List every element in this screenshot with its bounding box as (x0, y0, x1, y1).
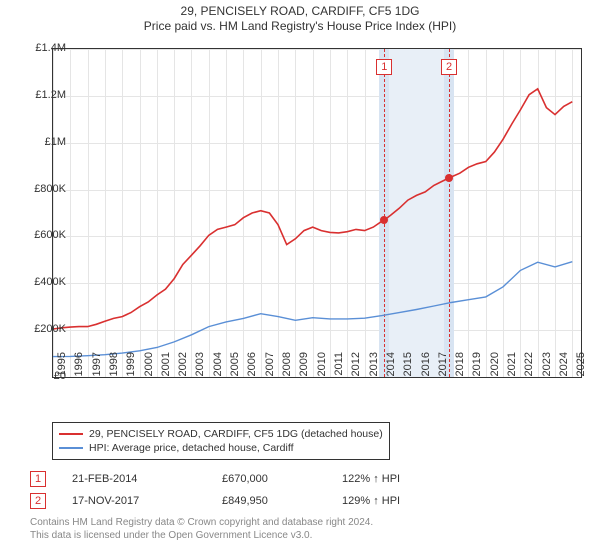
x-tick-label: 1996 (73, 352, 85, 382)
marker-label-box: 1 (376, 59, 392, 75)
x-tick-label: 2006 (246, 352, 258, 382)
annotation-pct: 129% ↑ HPI (342, 495, 462, 507)
x-tick-label: 2000 (143, 352, 155, 382)
x-tick-label: 2003 (194, 352, 206, 382)
chart-container: 29, PENCISELY ROAD, CARDIFF, CF5 1DG Pri… (0, 0, 600, 560)
x-tick-label: 2010 (316, 352, 328, 382)
x-tick-label: 2001 (160, 352, 172, 382)
legend: 29, PENCISELY ROAD, CARDIFF, CF5 1DG (de… (52, 422, 390, 460)
annotation-date: 21-FEB-2014 (72, 473, 222, 485)
legend-row: HPI: Average price, detached house, Card… (59, 441, 383, 455)
footnote-line: Contains HM Land Registry data © Crown c… (30, 516, 373, 529)
y-tick-label: £1M (22, 136, 66, 148)
x-tick-label: 2016 (420, 352, 432, 382)
series-line (53, 89, 572, 329)
footnote-line: This data is licensed under the Open Gov… (30, 529, 373, 542)
annotation-table: 1 21-FEB-2014 £670,000 122% ↑ HPI 2 17-N… (30, 468, 462, 512)
x-tick-label: 2022 (523, 352, 535, 382)
series-line (53, 262, 572, 357)
x-tick-label: 2024 (558, 352, 570, 382)
annotation-badge: 1 (30, 471, 46, 487)
x-tick-label: 2025 (575, 352, 587, 382)
x-tick-label: 2008 (281, 352, 293, 382)
title-block: 29, PENCISELY ROAD, CARDIFF, CF5 1DG Pri… (0, 0, 600, 33)
annotation-price: £849,950 (222, 495, 342, 507)
x-tick-label: 2011 (333, 352, 345, 382)
x-tick-label: 1995 (56, 352, 68, 382)
legend-row: 29, PENCISELY ROAD, CARDIFF, CF5 1DG (de… (59, 427, 383, 441)
annotation-badge: 2 (30, 493, 46, 509)
annotation-row: 1 21-FEB-2014 £670,000 122% ↑ HPI (30, 468, 462, 490)
x-tick-label: 2014 (385, 352, 397, 382)
y-tick-label: £1.2M (22, 89, 66, 101)
y-tick-label: £400K (22, 276, 66, 288)
x-tick-label: 1998 (108, 352, 120, 382)
x-tick-label: 2018 (454, 352, 466, 382)
chart-plot-area: 12 (52, 48, 582, 378)
annotation-date: 17-NOV-2017 (72, 495, 222, 507)
annotation-pct: 122% ↑ HPI (342, 473, 462, 485)
x-tick-label: 1999 (125, 352, 137, 382)
y-tick-label: £200K (22, 323, 66, 335)
legend-label: 29, PENCISELY ROAD, CARDIFF, CF5 1DG (de… (89, 427, 383, 441)
x-tick-label: 1997 (91, 352, 103, 382)
marker-label-box: 2 (441, 59, 457, 75)
x-tick-label: 2015 (402, 352, 414, 382)
title-sub: Price paid vs. HM Land Registry's House … (0, 19, 600, 33)
x-tick-label: 2004 (212, 352, 224, 382)
x-tick-label: 2005 (229, 352, 241, 382)
x-tick-label: 2017 (437, 352, 449, 382)
x-tick-label: 2019 (471, 352, 483, 382)
x-tick-label: 2007 (264, 352, 276, 382)
legend-swatch (59, 433, 83, 435)
series-lines (53, 49, 581, 377)
x-tick-label: 2002 (177, 352, 189, 382)
x-tick-label: 2020 (489, 352, 501, 382)
y-tick-label: £1.4M (22, 42, 66, 54)
x-tick-label: 2012 (350, 352, 362, 382)
y-tick-label: £800K (22, 183, 66, 195)
y-tick-label: £600K (22, 229, 66, 241)
x-tick-label: 2009 (298, 352, 310, 382)
footnote: Contains HM Land Registry data © Crown c… (30, 516, 373, 542)
annotation-row: 2 17-NOV-2017 £849,950 129% ↑ HPI (30, 490, 462, 512)
title-main: 29, PENCISELY ROAD, CARDIFF, CF5 1DG (0, 4, 600, 18)
x-tick-label: 2021 (506, 352, 518, 382)
annotation-price: £670,000 (222, 473, 342, 485)
sale-dot (445, 174, 453, 182)
x-tick-label: 2023 (541, 352, 553, 382)
legend-swatch (59, 447, 83, 449)
legend-label: HPI: Average price, detached house, Card… (89, 441, 294, 455)
x-tick-label: 2013 (368, 352, 380, 382)
